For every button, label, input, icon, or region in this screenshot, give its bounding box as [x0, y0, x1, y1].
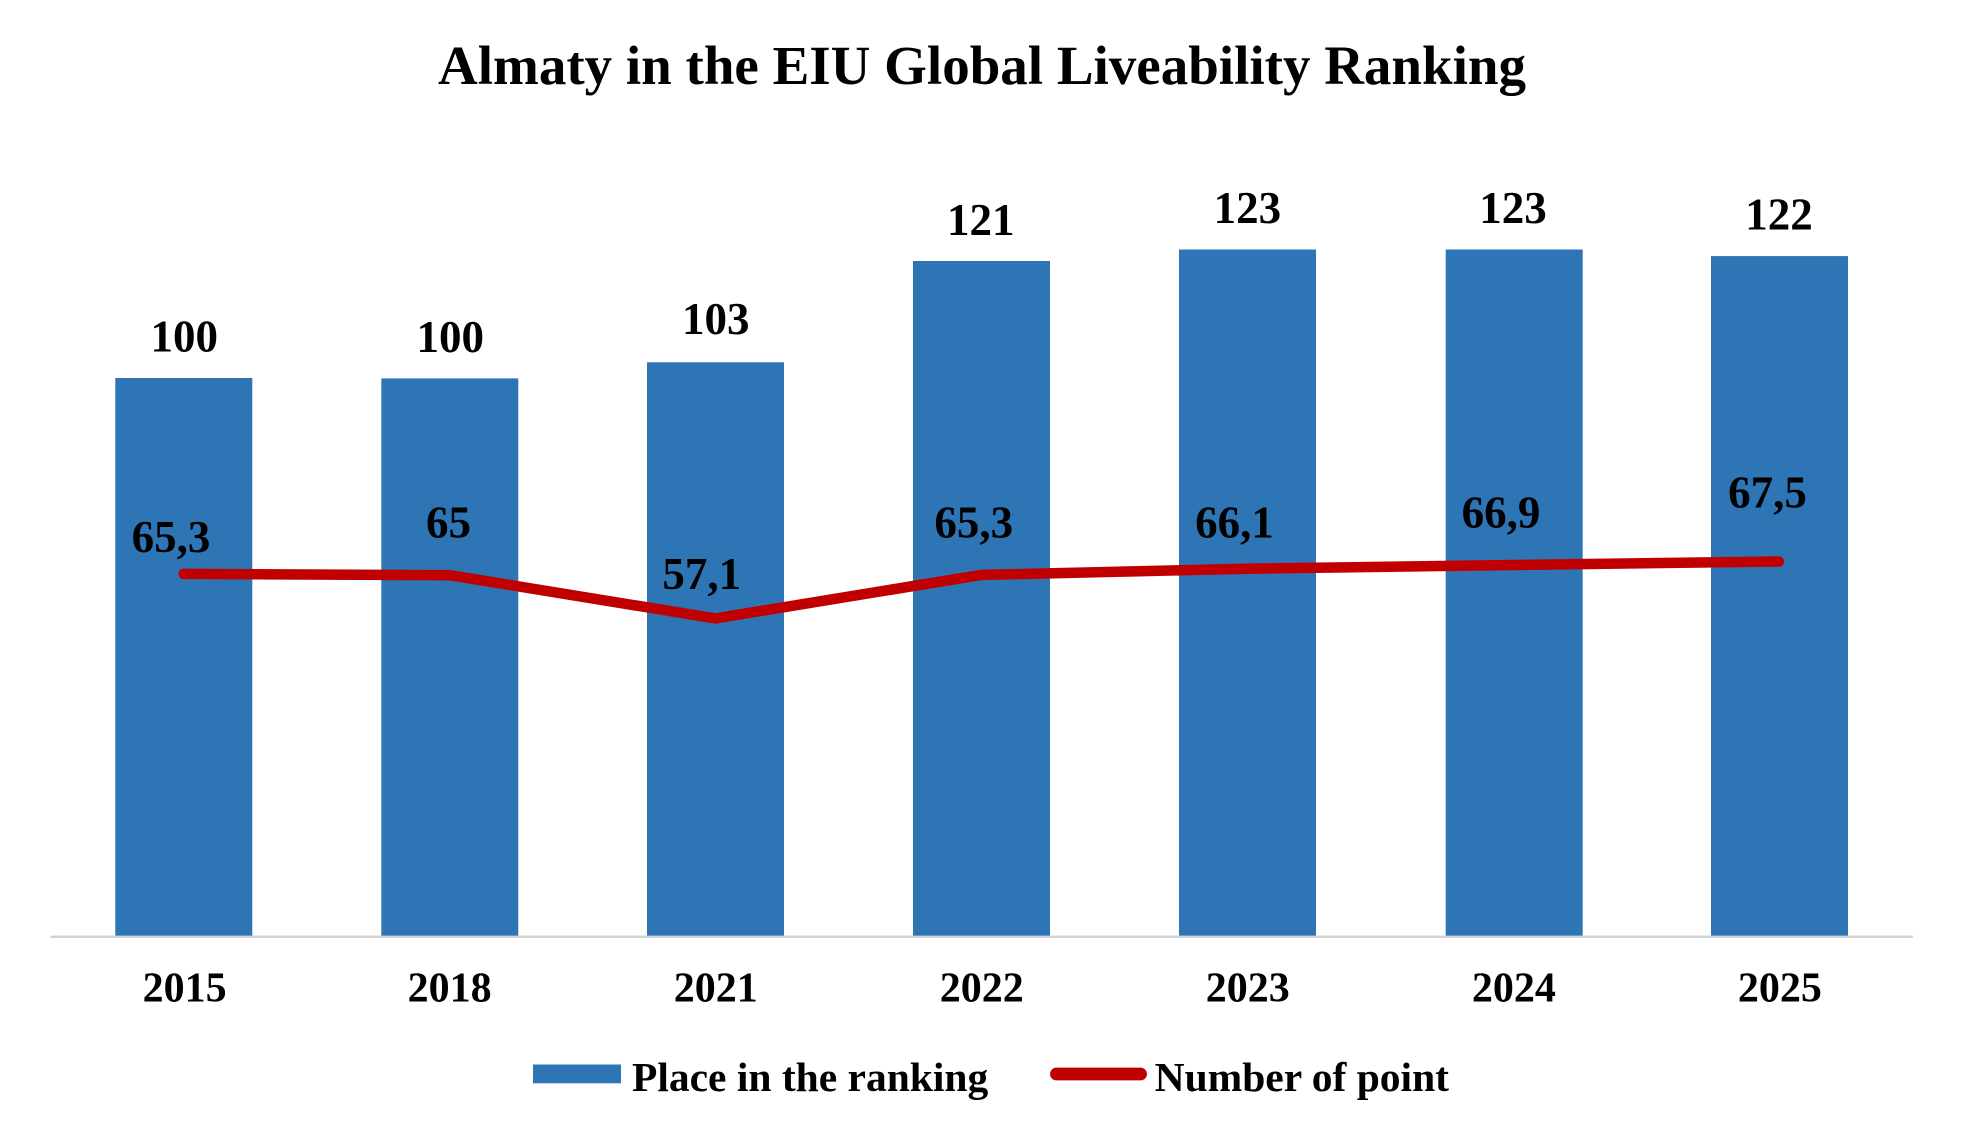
- svg-text:2022: 2022: [940, 966, 1024, 1012]
- svg-text:Almaty in the EIU Global Livea: Almaty in the EIU Global Liveability Ran…: [438, 35, 1526, 96]
- svg-text:121: 121: [947, 195, 1015, 245]
- svg-text:Number of point: Number of point: [1155, 1054, 1450, 1100]
- svg-text:66,9: 66,9: [1462, 488, 1541, 538]
- svg-text:65: 65: [426, 497, 471, 547]
- svg-text:65,3: 65,3: [934, 498, 1013, 548]
- svg-text:2023: 2023: [1206, 966, 1290, 1012]
- svg-text:2025: 2025: [1738, 966, 1822, 1012]
- svg-text:65,3: 65,3: [132, 512, 211, 562]
- svg-text:123: 123: [1479, 183, 1547, 233]
- svg-text:Place in the ranking: Place in the ranking: [632, 1054, 988, 1100]
- svg-text:2021: 2021: [674, 966, 758, 1012]
- svg-text:2024: 2024: [1472, 966, 1556, 1012]
- svg-text:2018: 2018: [408, 966, 492, 1012]
- svg-text:2015: 2015: [143, 966, 227, 1012]
- svg-text:123: 123: [1214, 183, 1282, 233]
- svg-text:103: 103: [682, 294, 750, 344]
- svg-text:67,5: 67,5: [1728, 468, 1807, 518]
- svg-text:100: 100: [417, 312, 485, 362]
- svg-text:66,1: 66,1: [1195, 498, 1274, 548]
- svg-text:100: 100: [150, 312, 218, 362]
- svg-text:122: 122: [1745, 190, 1813, 240]
- svg-text:57,1: 57,1: [662, 549, 741, 599]
